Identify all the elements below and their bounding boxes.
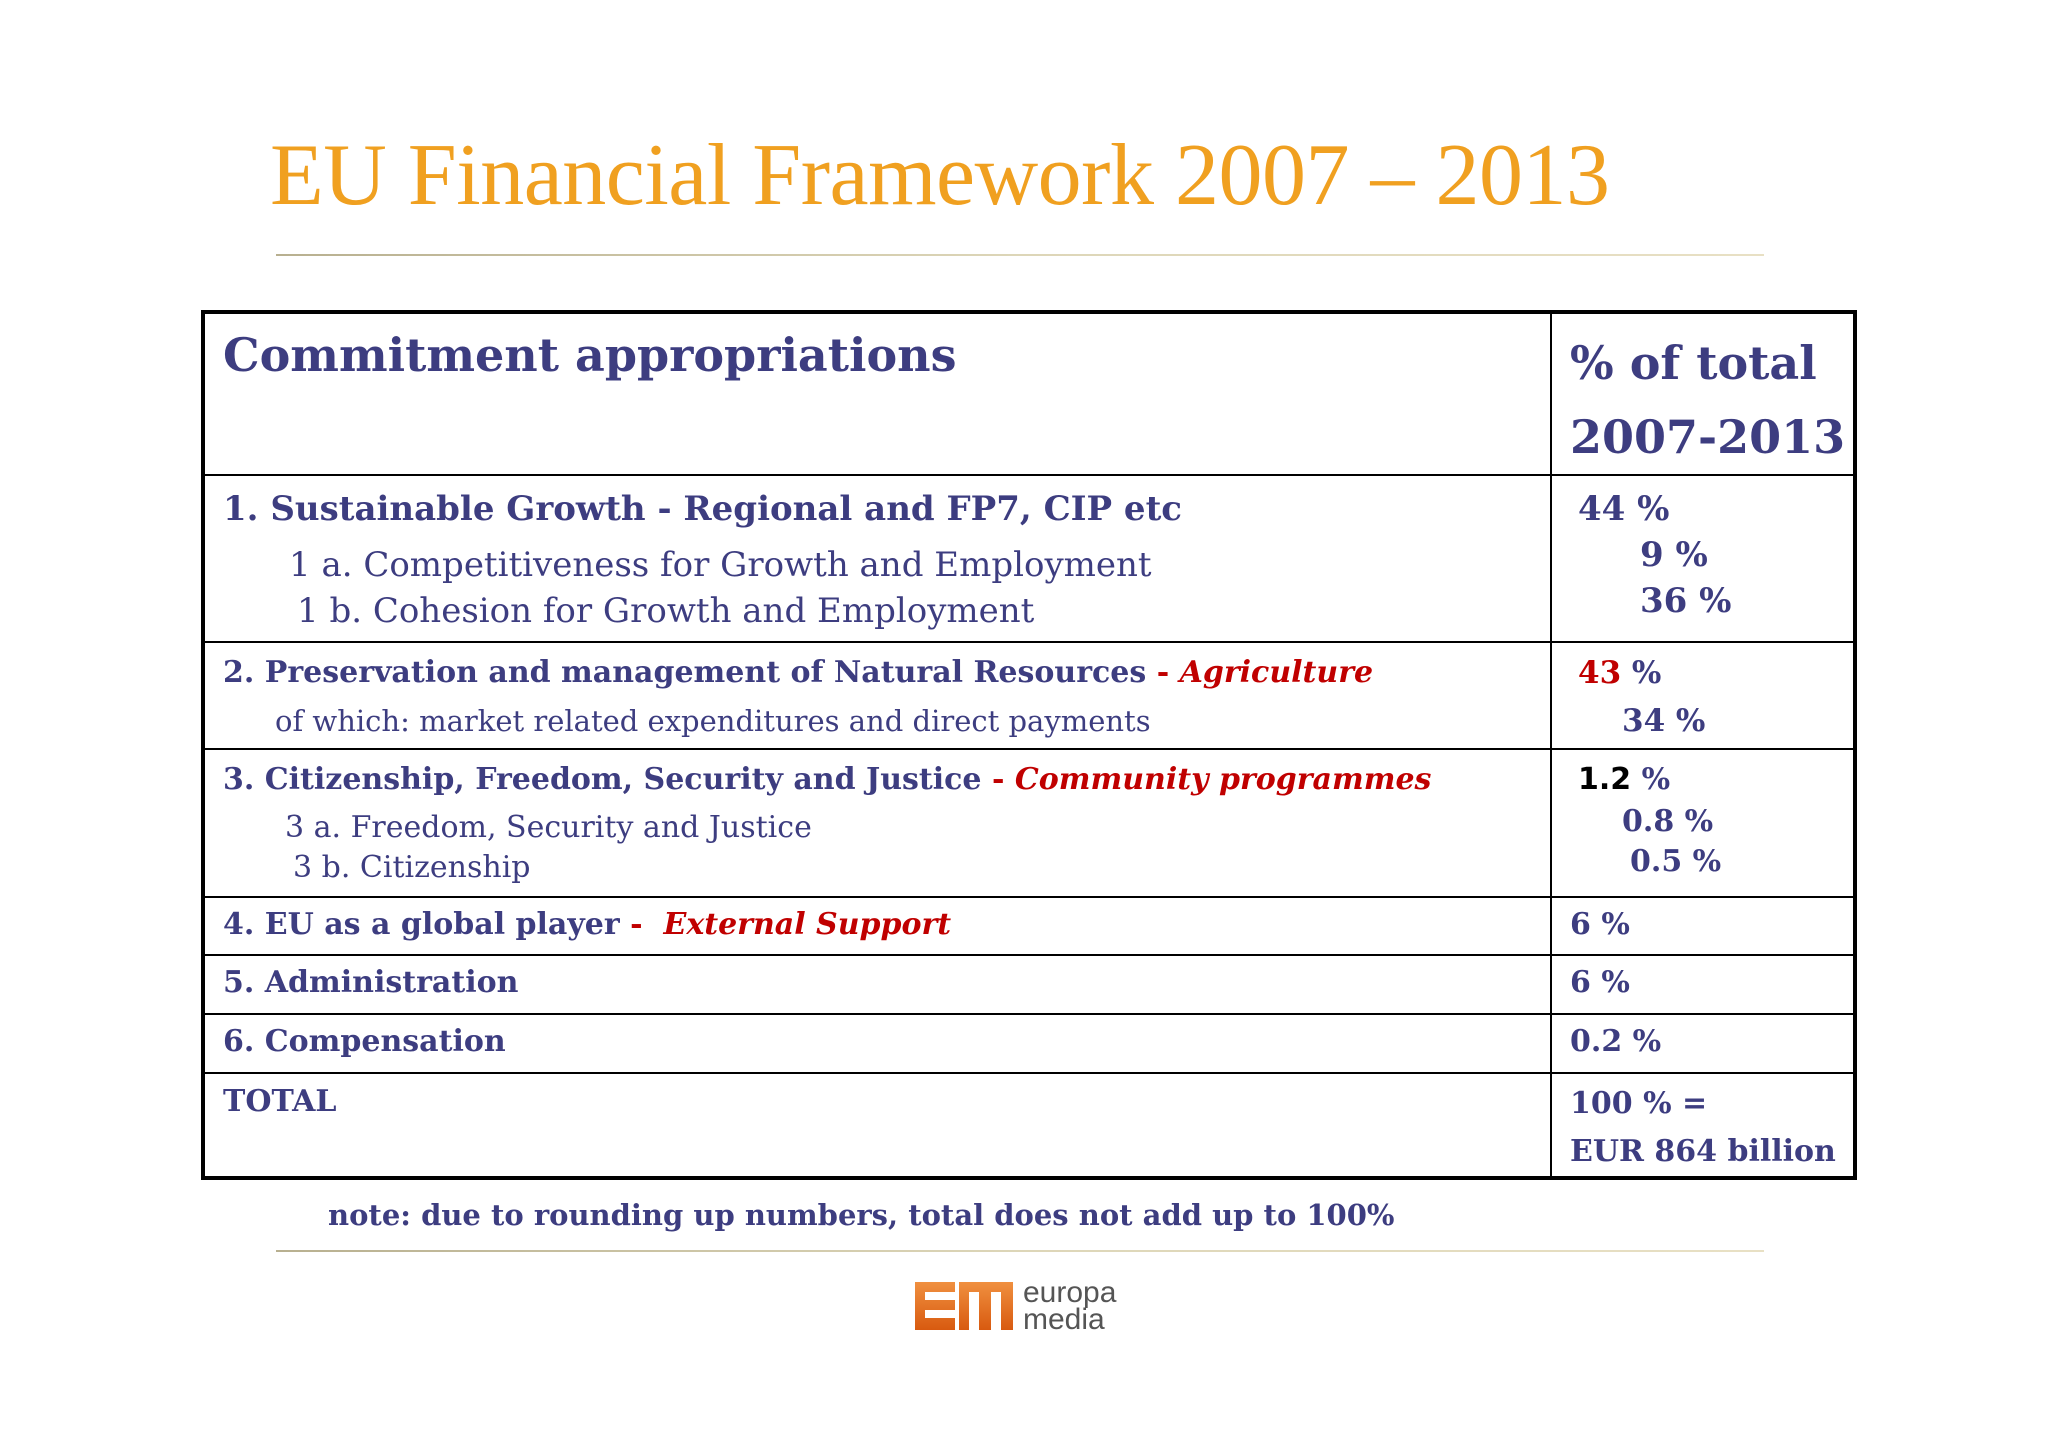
row3-pct-b: 0.5 % bbox=[1630, 844, 1722, 879]
header-commitment-cell: Commitment appropriations bbox=[202, 311, 1552, 476]
row1-sub-b: 1 b. Cohesion for Growth and Employment bbox=[297, 591, 1035, 631]
row2-tag: Agriculture bbox=[1179, 655, 1374, 690]
title-divider bbox=[276, 254, 1764, 256]
footnote: note: due to rounding up numbers, total … bbox=[328, 1198, 1395, 1232]
row5-pct: 6 % bbox=[1570, 965, 1630, 1000]
row4-pct: 6 % bbox=[1570, 907, 1630, 942]
row4-label-cell: 4. EU as a global player - External Supp… bbox=[202, 896, 1552, 956]
row6-percent-cell: 0.2 % bbox=[1550, 1013, 1856, 1074]
row4-percent-cell: 6 % bbox=[1550, 896, 1856, 956]
row3-label-cell: 3. Citizenship, Freedom, Security and Ju… bbox=[202, 748, 1552, 898]
logo-wordmark: europa media bbox=[1023, 1276, 1117, 1336]
table-total-row: TOTAL 100 % = EUR 864 billion bbox=[202, 1072, 1856, 1179]
table-row: 2. Preservation and management of Natura… bbox=[202, 641, 1856, 750]
header-percent-cell: % of total 2007-2013 bbox=[1550, 311, 1856, 476]
table-row: 4. EU as a global player - External Supp… bbox=[202, 896, 1856, 956]
row2-sub: of which: market related expenditures an… bbox=[275, 704, 1151, 738]
row2-pct-unit: % bbox=[1621, 655, 1662, 691]
europa-media-logo: europa media bbox=[915, 1276, 1117, 1336]
row3-sub-a: 3 a. Freedom, Security and Justice bbox=[285, 810, 812, 845]
logo-line2: media bbox=[1023, 1303, 1105, 1336]
total-percent-cell: 100 % = EUR 864 billion bbox=[1550, 1072, 1856, 1179]
row3-main: 3. Citizenship, Freedom, Security and Ju… bbox=[223, 762, 982, 797]
header-percent-line2: 2007-2013 bbox=[1570, 410, 1846, 464]
row3-percent-cell: 1.2 % 0.8 % 0.5 % bbox=[1550, 748, 1856, 898]
row2-pct-num: 43 bbox=[1578, 655, 1622, 691]
row2-main: 2. Preservation and management of Natura… bbox=[223, 655, 1147, 690]
row3-tag: Community programmes bbox=[1014, 762, 1432, 797]
row1-percent-cell: 44 % 9 % 36 % bbox=[1550, 474, 1856, 643]
table-row: 6. Compensation 0.2 % bbox=[202, 1013, 1856, 1074]
total-label-cell: TOTAL bbox=[202, 1072, 1552, 1179]
logo-mark-icon bbox=[915, 1278, 1013, 1334]
row4-main: 4. EU as a global player bbox=[223, 907, 620, 942]
row1-pct-b: 36 % bbox=[1640, 581, 1732, 621]
row1-pct-main: 44 % bbox=[1578, 489, 1670, 529]
row5-label-cell: 5. Administration bbox=[202, 954, 1552, 1015]
row5-main: 5. Administration bbox=[223, 965, 519, 1000]
row3-pct-num: 1.2 bbox=[1578, 762, 1632, 797]
row3-sep: - bbox=[981, 762, 1015, 797]
financial-framework-table: Commitment appropriations % of total 200… bbox=[201, 310, 1857, 1180]
row2-sep: - bbox=[1146, 655, 1180, 690]
page-title: EU Financial Framework 2007 – 2013 bbox=[270, 127, 1610, 224]
row1-pct-a: 9 % bbox=[1640, 535, 1708, 575]
row3-pct-unit: % bbox=[1631, 762, 1671, 797]
row2-pct-sub: 34 % bbox=[1622, 703, 1706, 739]
header-commitment: Commitment appropriations bbox=[223, 328, 957, 382]
row4-sep: - bbox=[619, 907, 664, 942]
row1-main: 1. Sustainable Growth - Regional and FP7… bbox=[223, 489, 1182, 529]
row2-percent-cell: 43 % 34 % bbox=[1550, 641, 1856, 750]
row6-pct: 0.2 % bbox=[1570, 1024, 1662, 1059]
total-label: TOTAL bbox=[223, 1084, 337, 1119]
row1-sub-a: 1 a. Competitiveness for Growth and Empl… bbox=[289, 545, 1152, 585]
logo-line1: europa bbox=[1023, 1276, 1117, 1309]
table-header-row: Commitment appropriations % of total 200… bbox=[202, 311, 1856, 476]
table-row: 1. Sustainable Growth - Regional and FP7… bbox=[202, 474, 1856, 643]
header-percent-line1: % of total bbox=[1570, 336, 1817, 390]
footer-divider bbox=[276, 1250, 1764, 1252]
row3-sub-b: 3 b. Citizenship bbox=[293, 850, 531, 885]
row1-label-cell: 1. Sustainable Growth - Regional and FP7… bbox=[202, 474, 1552, 643]
table-row: 5. Administration 6 % bbox=[202, 954, 1856, 1015]
row5-percent-cell: 6 % bbox=[1550, 954, 1856, 1015]
row4-tag: External Support bbox=[663, 907, 952, 942]
row6-label-cell: 6. Compensation bbox=[202, 1013, 1552, 1074]
row2-label-cell: 2. Preservation and management of Natura… bbox=[202, 641, 1552, 750]
table-row: 3. Citizenship, Freedom, Security and Ju… bbox=[202, 748, 1856, 898]
row6-main: 6. Compensation bbox=[223, 1024, 506, 1059]
total-pct-line1: 100 % = bbox=[1570, 1086, 1708, 1121]
total-pct-line2: EUR 864 billion bbox=[1570, 1134, 1836, 1169]
row3-pct-a: 0.8 % bbox=[1622, 804, 1714, 839]
